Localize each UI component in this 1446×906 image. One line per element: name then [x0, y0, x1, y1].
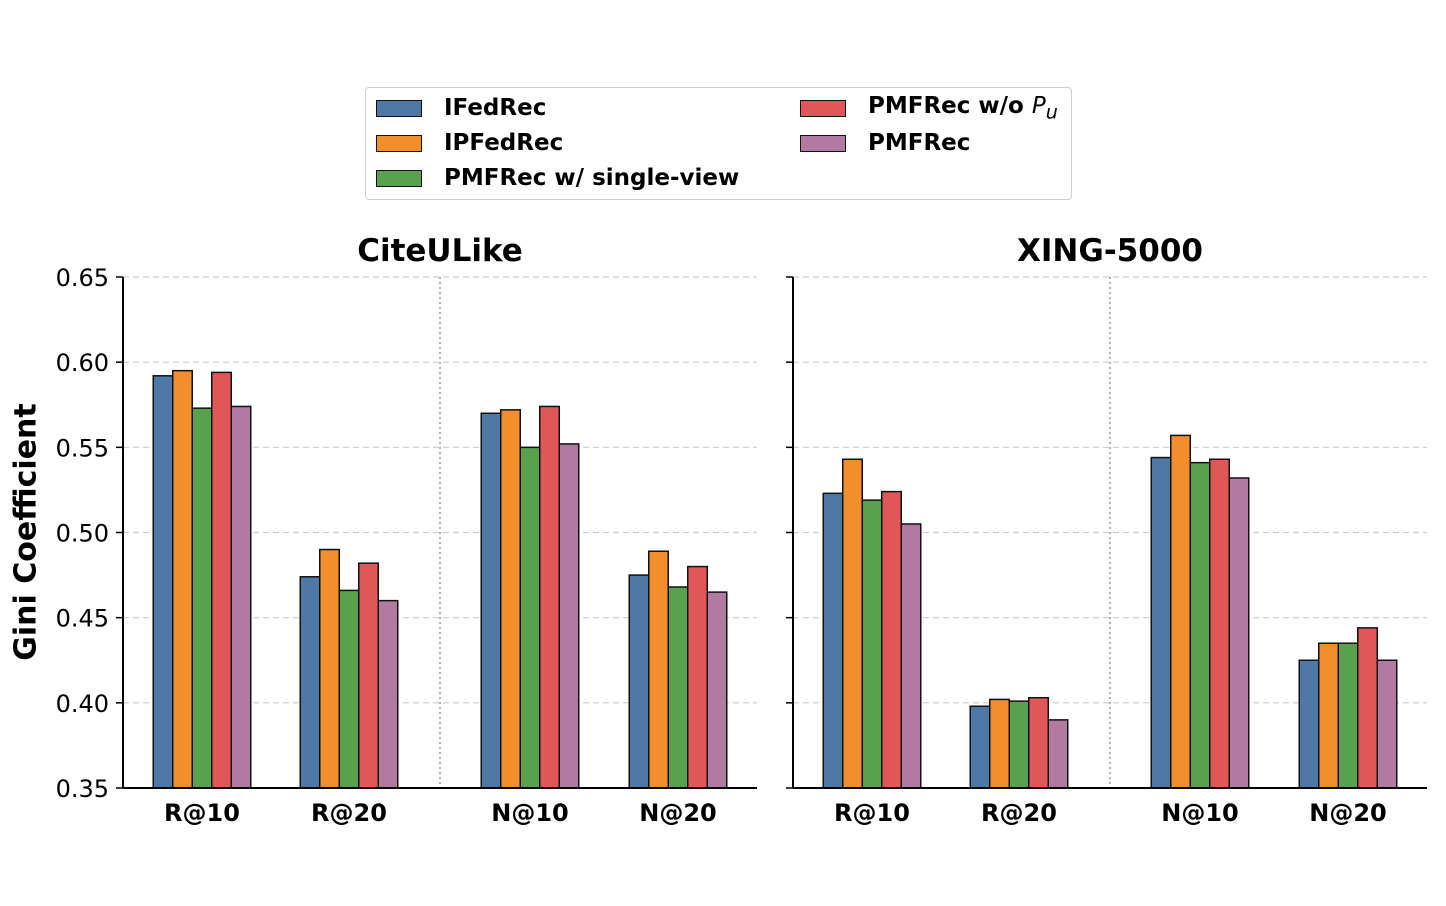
bar-r20-series-1: [989, 698, 1010, 789]
bar-r10-series-1: [172, 369, 193, 789]
bar-n10-series-0: [480, 412, 502, 789]
bar-n20-series-0: [1298, 659, 1320, 789]
y-tick-label: 0.35: [56, 775, 109, 803]
legend: IFedRec IPFedRec PMFRec w/ single-view P…: [365, 87, 1072, 200]
legend-swatch: [800, 99, 846, 117]
bar-n10-series-2: [519, 446, 541, 789]
bar-r20-series-3: [358, 562, 379, 789]
legend-item-single-view: PMFRec w/ single-view: [376, 164, 739, 192]
bar-r20-series-0: [299, 576, 321, 789]
legend-item-ipfedrec: IPFedRec: [376, 129, 563, 157]
x-tick-label: R@10: [164, 799, 240, 827]
bar-n10-series-1: [1170, 434, 1191, 789]
y-tick-label: 0.65: [56, 264, 109, 292]
bar-r20-series-4: [1047, 719, 1069, 789]
bar-n20-series-2: [1337, 642, 1359, 789]
bar-r20-series-3: [1028, 696, 1049, 789]
bar-r10-series-0: [822, 492, 844, 789]
legend-swatch: [376, 99, 422, 117]
legend-label: IPFedRec: [444, 130, 564, 156]
legend-label: PMFRec w/ single-view: [444, 165, 740, 191]
bar-n20-series-3: [1357, 627, 1378, 789]
legend-swatch: [376, 134, 422, 152]
legend-label: IFedRec: [444, 95, 547, 121]
x-tick-label: N@20: [1309, 799, 1386, 827]
bar-r10-series-1: [842, 458, 863, 789]
bar-r10-series-4: [900, 523, 922, 789]
bar-n20-series-1: [648, 550, 669, 789]
bar-n20-series-4: [1376, 659, 1398, 789]
bar-r10-series-4: [230, 405, 252, 789]
x-tick-label: N@10: [491, 799, 568, 827]
bar-r20-series-4: [377, 599, 399, 789]
panel-title: XING-5000: [1017, 233, 1203, 269]
x-tick-label: N@20: [639, 799, 716, 827]
legend-item-pmfrec: PMFRec: [800, 129, 970, 157]
bar-r20-series-2: [1008, 700, 1030, 789]
panel-title: CiteULike: [357, 233, 523, 269]
bar-n20-series-2: [667, 586, 689, 789]
bar-r10-series-2: [191, 407, 213, 789]
legend-item-ifedrec: IFedRec: [376, 94, 546, 122]
bar-n20-series-0: [628, 574, 650, 789]
bar-n20-series-1: [1318, 642, 1339, 789]
bar-n10-series-0: [1150, 456, 1172, 789]
x-tick-label: R@10: [834, 799, 910, 827]
bar-n10-series-1: [500, 409, 521, 789]
bar-n20-series-4: [706, 591, 728, 789]
legend-item-wo-pu: PMFRec w/o Pu: [800, 92, 1058, 124]
x-tick-label: R@20: [981, 799, 1057, 827]
y-tick-label: 0.40: [56, 690, 109, 718]
y-tick-label: 0.50: [56, 520, 109, 548]
bar-r10-series-3: [881, 490, 902, 789]
bar-n10-series-2: [1189, 461, 1211, 789]
bar-n20-series-3: [687, 565, 708, 789]
y-tick-label: 0.45: [56, 605, 109, 633]
bar-n10-series-4: [1228, 477, 1250, 789]
bar-r10-series-3: [211, 371, 232, 789]
bar-r10-series-2: [861, 499, 883, 789]
bar-n10-series-4: [558, 443, 580, 789]
bar-r20-series-0: [969, 705, 991, 789]
bar-r20-series-1: [319, 548, 340, 789]
bar-r20-series-2: [338, 589, 360, 789]
bar-n10-series-3: [1209, 458, 1230, 789]
legend-label: PMFRec: [868, 130, 971, 156]
legend-label: PMFRec w/o Pu: [868, 92, 1058, 124]
bar-r10-series-0: [152, 375, 174, 789]
legend-swatch: [800, 134, 846, 152]
legend-swatch: [376, 169, 422, 187]
y-tick-label: 0.60: [56, 349, 109, 377]
x-tick-label: N@10: [1161, 799, 1238, 827]
y-tick-label: 0.55: [56, 434, 109, 462]
bar-n10-series-3: [539, 405, 560, 789]
x-tick-label: R@20: [311, 799, 387, 827]
